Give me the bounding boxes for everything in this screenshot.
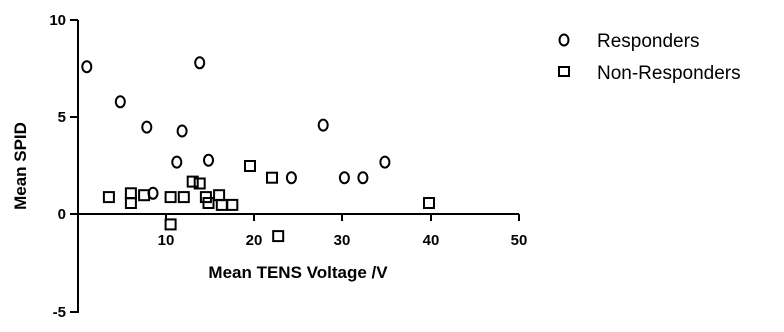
x-axis-title: Mean TENS Voltage /V <box>208 263 388 282</box>
non-responder-point <box>244 160 256 172</box>
non-responder-point <box>193 177 206 190</box>
responder-point <box>317 118 329 132</box>
legend-square-marker <box>558 66 570 77</box>
legend: Responders Non-Responders <box>558 31 741 84</box>
non-responder-point <box>202 197 215 209</box>
non-responder-point <box>124 187 137 200</box>
y-tick-label: 0 <box>58 206 66 223</box>
non-responder-point <box>164 218 177 231</box>
legend-item-responders: Responders <box>558 31 699 52</box>
x-tick-label: 10 <box>158 232 175 249</box>
x-tick-label: 40 <box>423 232 440 249</box>
non-responder-point <box>215 198 228 211</box>
responder-point <box>357 171 369 185</box>
responder-point <box>338 171 350 185</box>
non-responder-point <box>213 189 226 202</box>
responder-point <box>171 155 183 169</box>
responder-point <box>114 95 126 109</box>
x-tick-label: 50 <box>511 232 528 249</box>
non-responder-point <box>102 191 115 204</box>
responder-point <box>176 124 188 138</box>
non-responder-point <box>266 171 278 184</box>
x-tick-label: 30 <box>334 232 351 249</box>
responder-point <box>379 155 391 169</box>
non-responder-point <box>164 191 177 204</box>
legend-label: Responders <box>597 31 699 52</box>
non-responder-point <box>226 198 239 211</box>
y-tick-label: 5 <box>58 109 66 126</box>
legend-label: Non-Responders <box>597 63 741 84</box>
responder-point <box>141 120 153 134</box>
non-responder-point <box>272 230 285 243</box>
non-responder-point <box>138 189 151 202</box>
x-axis: 10 20 30 40 50 Mean TENS Voltage /V <box>78 213 528 282</box>
legend-item-non-responders: Non-Responders <box>558 63 741 84</box>
y-tick-label: -5 <box>53 304 66 321</box>
responder-point <box>203 153 214 167</box>
responder-point <box>194 56 206 70</box>
responder-point <box>81 60 93 74</box>
x-tick-label: 20 <box>246 232 263 249</box>
y-axis: 10 5 0 -5 Mean SPID <box>11 12 79 321</box>
non-responder-point <box>177 191 190 204</box>
responder-point <box>285 171 297 185</box>
non-responder-point <box>124 197 137 209</box>
y-axis-title: Mean SPID <box>11 122 30 210</box>
y-tick-label: 10 <box>49 12 66 29</box>
legend-circle-marker <box>558 33 570 47</box>
non-responder-point <box>186 175 199 188</box>
data-points <box>81 56 435 243</box>
non-responder-point <box>423 197 435 209</box>
